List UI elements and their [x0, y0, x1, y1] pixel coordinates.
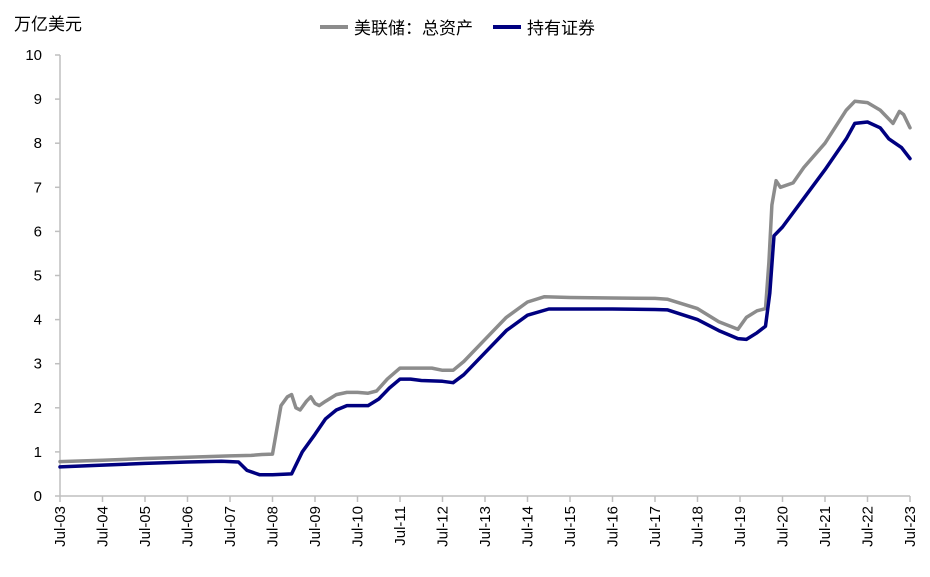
- legend-swatch-securities: [493, 24, 521, 29]
- series-line-securities: [58, 120, 912, 477]
- series-line-total-assets: [58, 99, 912, 464]
- x-tick-label: Jul-19: [732, 506, 749, 547]
- x-tick-label: Jul-18: [690, 506, 707, 547]
- x-tick-label: Jul-11: [392, 506, 409, 546]
- x-tick-label: Jul-17: [647, 506, 664, 547]
- chart-legend: 美联储：总资产 持有证券: [320, 14, 595, 39]
- y-tick-label: 10: [25, 47, 42, 64]
- x-tick-label: Jul-13: [477, 506, 494, 547]
- y-tick-label: 4: [34, 312, 42, 329]
- x-tick-label: Jul-16: [605, 506, 622, 547]
- x-tick-label: Jul-22: [860, 506, 877, 547]
- legend-label-securities: 持有证券: [527, 19, 595, 38]
- x-tick-label: Jul-03: [52, 506, 69, 547]
- y-tick-label: 5: [34, 268, 42, 285]
- legend-item-total-assets: 美联储：总资产: [320, 14, 473, 39]
- y-tick-label: 6: [34, 223, 42, 240]
- x-tick-label: Jul-15: [562, 506, 579, 547]
- y-tick-label: 8: [34, 135, 42, 152]
- legend-swatch-total-assets: [320, 24, 348, 29]
- y-tick-label: 2: [34, 400, 42, 417]
- x-tick-label: Jul-04: [95, 506, 112, 547]
- y-tick-label: 3: [34, 356, 42, 373]
- x-tick-label: Jul-05: [137, 506, 154, 547]
- x-tick-label: Jul-07: [222, 506, 239, 547]
- x-tick-label: Jul-06: [180, 506, 197, 547]
- legend-label-total-assets: 美联储：总资产: [354, 19, 473, 38]
- x-tick-label: Jul-12: [435, 506, 452, 547]
- x-tick-label: Jul-20: [775, 506, 792, 547]
- y-tick-label: 1: [34, 444, 42, 461]
- x-tick-label: Jul-08: [265, 506, 282, 547]
- x-tick-label: Jul-14: [520, 506, 537, 547]
- x-tick-label: Jul-10: [350, 506, 367, 547]
- y-tick-label: 9: [34, 91, 42, 108]
- x-tick-label: Jul-09: [307, 506, 324, 547]
- y-tick-label: 7: [34, 179, 42, 196]
- y-axis-unit-label: 万亿美元: [14, 15, 82, 34]
- x-tick-label: Jul-23: [902, 506, 919, 547]
- x-tick-label: Jul-21: [817, 506, 834, 547]
- y-tick-label: 0: [34, 488, 42, 505]
- legend-item-securities: 持有证券: [493, 14, 595, 39]
